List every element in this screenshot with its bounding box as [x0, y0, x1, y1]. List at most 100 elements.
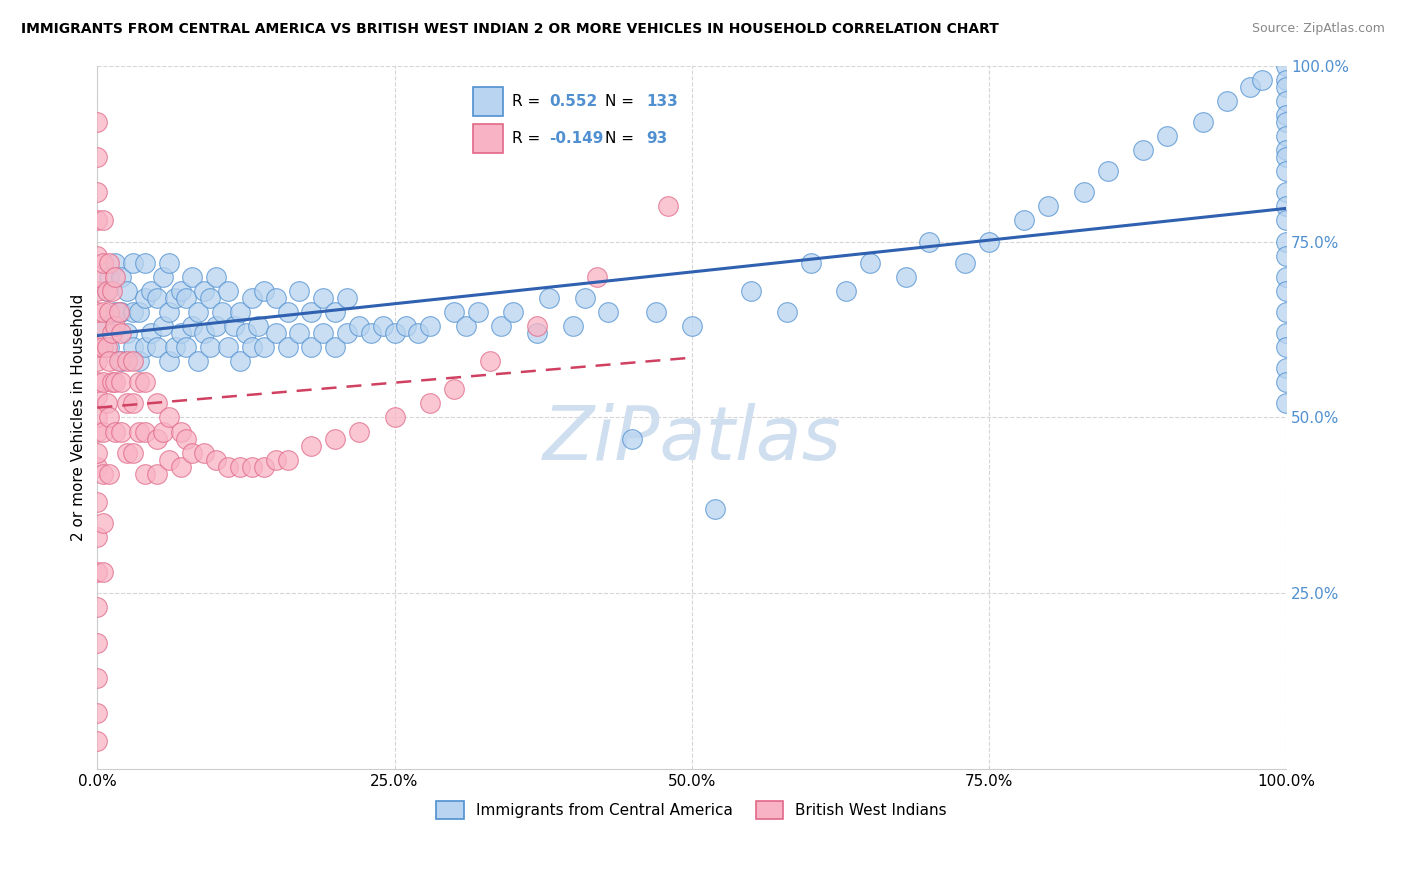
- Point: [91, 467, 114, 481]
- Point: [217, 340, 239, 354]
- Point: [264, 326, 287, 340]
- Point: [181, 318, 204, 333]
- Point: [86, 410, 108, 425]
- Point: [1275, 235, 1298, 249]
- Point: [169, 459, 191, 474]
- Point: [1275, 59, 1298, 73]
- Point: [86, 734, 108, 748]
- Point: [91, 566, 114, 580]
- Point: [288, 326, 311, 340]
- Point: [134, 255, 156, 269]
- Point: [98, 269, 121, 284]
- Point: [122, 255, 145, 269]
- Point: [1073, 186, 1095, 200]
- Point: [86, 530, 108, 544]
- Point: [253, 284, 276, 298]
- Point: [128, 354, 150, 368]
- Point: [86, 425, 108, 439]
- Point: [1275, 340, 1298, 354]
- Point: [110, 354, 132, 368]
- Point: [240, 459, 263, 474]
- Point: [104, 305, 127, 319]
- Point: [115, 396, 138, 410]
- Point: [104, 318, 127, 333]
- Point: [104, 269, 127, 284]
- Point: [1275, 128, 1298, 143]
- Point: [104, 376, 127, 390]
- Point: [347, 425, 370, 439]
- Y-axis label: 2 or more Vehicles in Household: 2 or more Vehicles in Household: [72, 293, 86, 541]
- Point: [323, 305, 346, 319]
- Point: [211, 305, 233, 319]
- Point: [86, 635, 108, 649]
- Point: [115, 284, 138, 298]
- Point: [977, 235, 1000, 249]
- Point: [1275, 115, 1298, 129]
- Point: [100, 376, 122, 390]
- Point: [187, 354, 209, 368]
- Point: [1275, 361, 1298, 376]
- Point: [1275, 94, 1298, 108]
- Point: [122, 396, 145, 410]
- Point: [157, 410, 180, 425]
- Point: [1275, 376, 1298, 390]
- Point: [443, 382, 465, 396]
- Point: [299, 439, 322, 453]
- Point: [205, 269, 228, 284]
- Point: [229, 305, 252, 319]
- Text: Source: ZipAtlas.com: Source: ZipAtlas.com: [1251, 22, 1385, 36]
- Point: [86, 150, 108, 164]
- Point: [1275, 305, 1298, 319]
- Point: [1275, 213, 1298, 227]
- Point: [264, 291, 287, 305]
- Point: [107, 305, 129, 319]
- Point: [96, 340, 118, 354]
- Point: [1275, 143, 1298, 157]
- Point: [134, 467, 156, 481]
- Point: [91, 255, 114, 269]
- Point: [146, 291, 169, 305]
- Point: [152, 269, 174, 284]
- Point: [454, 318, 477, 333]
- Point: [104, 425, 127, 439]
- Point: [323, 340, 346, 354]
- Point: [181, 269, 204, 284]
- Point: [526, 326, 548, 340]
- Point: [98, 305, 121, 319]
- Point: [585, 269, 607, 284]
- Point: [277, 452, 299, 467]
- Point: [1156, 128, 1178, 143]
- Point: [146, 396, 169, 410]
- Point: [146, 467, 169, 481]
- Point: [246, 318, 269, 333]
- Point: [264, 452, 287, 467]
- Point: [1275, 249, 1298, 263]
- Point: [681, 318, 703, 333]
- Point: [1275, 269, 1298, 284]
- Point: [146, 432, 169, 446]
- Point: [96, 284, 118, 298]
- Point: [128, 425, 150, 439]
- Point: [1191, 115, 1213, 129]
- Text: IMMIGRANTS FROM CENTRAL AMERICA VS BRITISH WEST INDIAN 2 OR MORE VEHICLES IN HOU: IMMIGRANTS FROM CENTRAL AMERICA VS BRITI…: [21, 22, 1000, 37]
- Point: [835, 284, 858, 298]
- Point: [360, 326, 382, 340]
- Point: [181, 445, 204, 459]
- Point: [598, 305, 620, 319]
- Point: [312, 291, 335, 305]
- Point: [1239, 79, 1261, 94]
- Point: [86, 445, 108, 459]
- Point: [918, 235, 941, 249]
- Point: [86, 376, 108, 390]
- Point: [134, 291, 156, 305]
- Point: [176, 432, 198, 446]
- Point: [169, 425, 191, 439]
- Point: [86, 495, 108, 509]
- Point: [288, 284, 311, 298]
- Point: [645, 305, 668, 319]
- Point: [502, 305, 524, 319]
- Point: [169, 326, 191, 340]
- Point: [98, 410, 121, 425]
- Point: [419, 396, 441, 410]
- Point: [253, 459, 276, 474]
